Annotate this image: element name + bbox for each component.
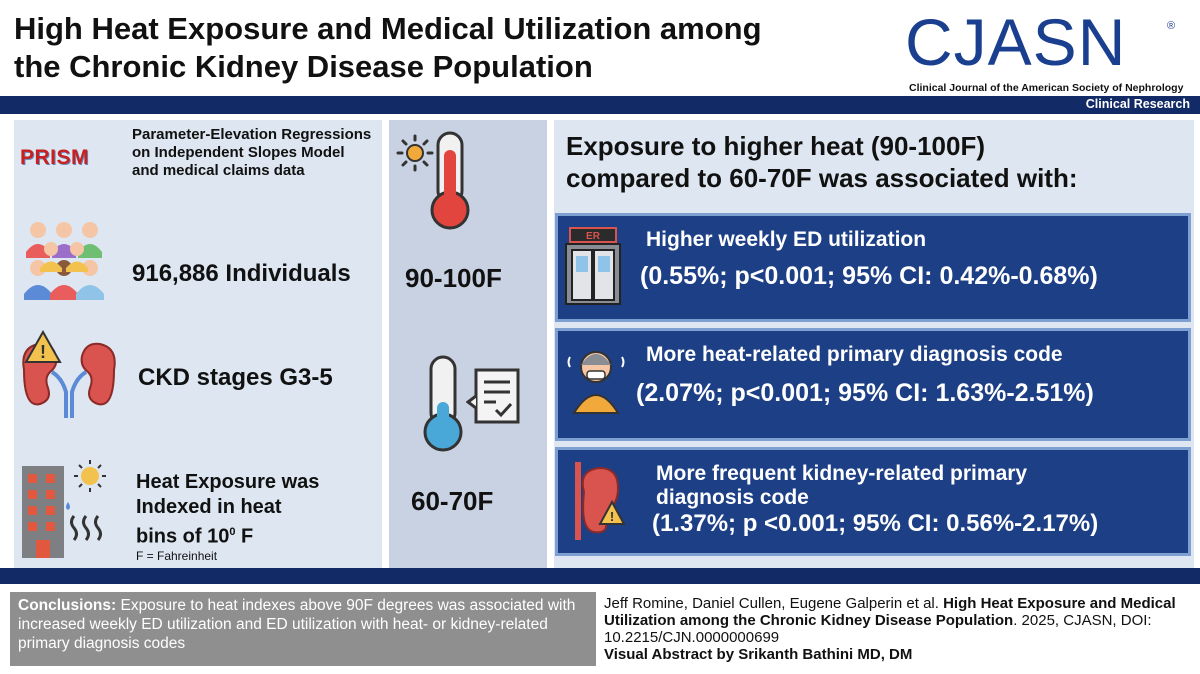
conclusions-box: Conclusions: Exposure to heat indexes ab… — [10, 592, 596, 666]
visual-abstract-credit: Visual Abstract by Srikanth Bathini MD, … — [604, 646, 913, 663]
temperature-low: 60-70F — [411, 486, 494, 516]
svg-text:!: ! — [40, 342, 46, 362]
svg-text:!: ! — [610, 509, 614, 524]
top-bar: Clinical Research — [0, 96, 1200, 114]
result-ed-utilization: ER Higher weekly ED utilization (0.55%; … — [555, 213, 1191, 322]
result-3-stats: (1.37%; p <0.001; 95% CI: 0.56%-2.17%) — [652, 510, 1099, 537]
kidney-warning-icon: ! — [22, 330, 116, 418]
title-line-2: the Chronic Kidney Disease Population — [14, 49, 593, 84]
sun-icon — [396, 134, 434, 172]
citation-authors: Jeff Romine, Daniel Cullen, Eugene Galpe… — [604, 595, 944, 612]
thermometer-hot-icon — [430, 131, 470, 230]
heat-sick-person-icon — [567, 351, 625, 414]
prism-label: PRISM — [20, 146, 90, 169]
title-line-1: High Heat Exposure and Medical Utilizati… — [14, 11, 762, 46]
left-panel — [14, 120, 382, 568]
er-door-icon: ER — [565, 227, 621, 305]
logo-wordmark: CJASN — [905, 5, 1127, 79]
result-kidney-diagnosis: ! More frequent kidney-related primary d… — [555, 447, 1191, 556]
result-2-label: More heat-related primary diagnosis code — [646, 343, 1063, 366]
page-title: High Heat Exposure and Medical Utilizati… — [14, 10, 874, 86]
bottom-bar — [0, 568, 1200, 584]
heat-exposure-text: Heat Exposure was Indexed in heat bins o… — [136, 471, 320, 548]
building-sun-heat-icon — [22, 460, 106, 558]
result-3-label: More frequent kidney-related primary dia… — [656, 462, 1028, 509]
ckd-stages: CKD stages G3-5 — [138, 364, 333, 391]
results-heading: Exposure to higher heat (90-100F) compar… — [566, 131, 1078, 193]
result-heat-diagnosis: More heat-related primary diagnosis code… — [555, 328, 1191, 441]
registered-icon: ® — [1167, 20, 1176, 32]
people-group-icon — [24, 222, 104, 300]
result-1-stats: (0.55%; p<0.001; 95% CI: 0.42%-0.68%) — [640, 262, 1098, 290]
logo-subtitle: Clinical Journal of the American Society… — [909, 82, 1184, 94]
individuals-count: 916,886 Individuals — [132, 260, 351, 287]
prism-description: Parameter-Elevation Regressions on Indep… — [132, 126, 372, 179]
checklist-icon — [466, 368, 520, 424]
conclusions-text: Exposure to heat indexes above 90F degre… — [18, 597, 576, 652]
temperature-high: 90-100F — [405, 263, 502, 293]
result-1-label: Higher weekly ED utilization — [646, 228, 927, 251]
conclusions-label: Conclusions: — [18, 597, 117, 614]
thermometer-cold-icon — [423, 355, 463, 452]
section-label: Clinical Research — [1085, 97, 1190, 111]
middle-panel — [389, 120, 547, 568]
result-2-stats: (2.07%; p<0.001; 95% CI: 1.63%-2.51%) — [636, 379, 1094, 407]
kidney-alert-icon: ! — [575, 462, 626, 540]
citation: Jeff Romine, Daniel Cullen, Eugene Galpe… — [604, 595, 1194, 663]
citation-title: High Heat Exposure and Medical Utilizati… — [604, 595, 1176, 629]
fahrenheit-footnote: F = Fahreinheit — [136, 549, 218, 563]
cjasn-logo: CJASN ® Clinical Journal of the American… — [905, 6, 1195, 96]
er-sign-text: ER — [586, 231, 601, 242]
citation-details: . 2025, CJASN, DOI: 10.2215/CJN.00000006… — [604, 612, 1152, 646]
